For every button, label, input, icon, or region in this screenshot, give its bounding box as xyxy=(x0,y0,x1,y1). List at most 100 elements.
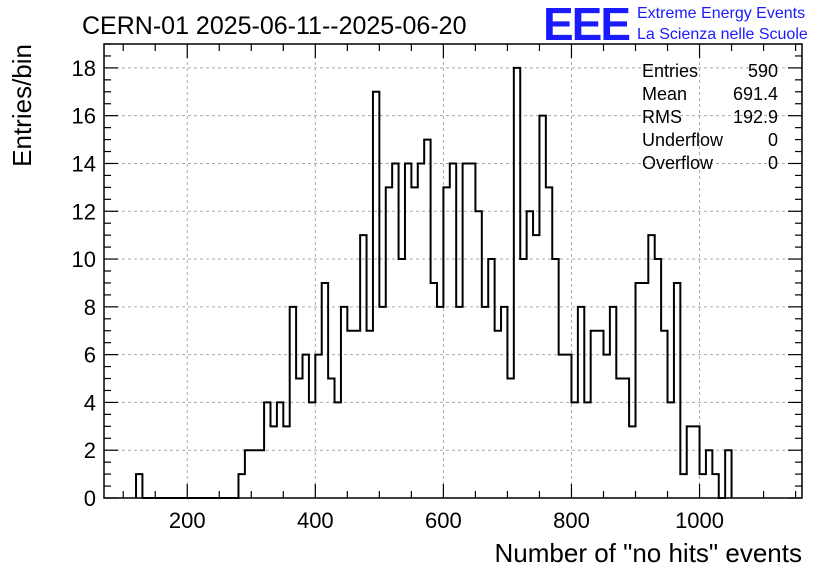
histogram-bin xyxy=(514,68,520,498)
logo-line-1: Extreme Energy Events xyxy=(637,5,805,22)
y-tick-label: 18 xyxy=(72,56,96,81)
histogram-bin xyxy=(354,331,360,498)
histogram-bin xyxy=(469,163,475,498)
histogram-bin xyxy=(636,283,642,498)
histogram-bin xyxy=(552,259,558,498)
histogram-bin xyxy=(296,379,302,498)
histogram-bin xyxy=(277,402,283,498)
histogram-bin xyxy=(597,331,603,498)
histogram-bin xyxy=(520,259,526,498)
histogram-bin xyxy=(309,402,315,498)
stats-value: 0 xyxy=(768,130,778,150)
stats-label: Underflow xyxy=(642,130,724,150)
stats-label: Overflow xyxy=(642,153,714,173)
histogram-bin xyxy=(264,402,270,498)
x-tick-label: 200 xyxy=(169,508,206,533)
eee-logo: EEE Extreme Energy Events La Scienza nel… xyxy=(543,0,808,50)
histogram-bin xyxy=(725,450,731,498)
logo-mark: EEE xyxy=(543,0,629,50)
histogram-bin xyxy=(712,474,718,498)
stats-label: Entries xyxy=(642,61,698,81)
stats-value: 590 xyxy=(748,61,778,81)
histogram-bin xyxy=(642,283,648,498)
histogram-bin xyxy=(629,426,635,498)
histogram-bin xyxy=(488,259,494,498)
chart-title: CERN-01 2025-06-11--2025-06-20 xyxy=(82,12,466,40)
x-tick-label: 800 xyxy=(553,508,590,533)
histogram-bin xyxy=(674,283,680,498)
histogram-bin xyxy=(258,450,264,498)
histogram-bin xyxy=(591,331,597,498)
x-axis-title: Number of "no hits" events xyxy=(495,538,803,568)
histogram-bin xyxy=(482,307,488,498)
x-axis: 200 400 600 800 1000 xyxy=(122,44,797,533)
histogram-bin xyxy=(456,307,462,498)
histogram-bin xyxy=(399,259,405,498)
histogram-bin xyxy=(680,474,686,498)
y-tick-label: 6 xyxy=(84,343,96,368)
histogram-bin xyxy=(367,331,373,498)
histogram-bin xyxy=(251,450,257,498)
stats-label: RMS xyxy=(642,107,682,127)
x-tick-label: 600 xyxy=(425,508,462,533)
histogram-bin xyxy=(616,379,622,498)
stats-value: 0 xyxy=(768,153,778,173)
x-tick-label: 400 xyxy=(297,508,334,533)
histogram-bin xyxy=(475,211,481,498)
histogram-bin xyxy=(411,187,417,498)
histogram-bin xyxy=(136,474,142,498)
logo-line-2: La Scienza nelle Scuole xyxy=(637,26,808,43)
histogram-bin xyxy=(418,163,424,498)
histogram-bin xyxy=(424,140,430,498)
histogram-bin xyxy=(623,379,629,498)
histogram-bin xyxy=(655,259,661,498)
y-axis-title: Entries/bin xyxy=(7,44,37,167)
histogram-bin xyxy=(668,402,674,498)
histogram-bin xyxy=(283,426,289,498)
y-tick-label: 4 xyxy=(84,390,96,415)
histogram-bin xyxy=(527,211,533,498)
histogram-bin xyxy=(533,235,539,498)
histogram-bin xyxy=(507,379,513,498)
histogram-bin xyxy=(386,187,392,498)
histogram-bin xyxy=(238,474,244,498)
histogram-bin xyxy=(578,307,584,498)
y-tick-label: 8 xyxy=(84,295,96,320)
histogram-bin xyxy=(648,235,654,498)
histogram-bin xyxy=(565,355,571,498)
y-axis: 0 2 4 6 8 10 12 14 16 18 xyxy=(72,43,802,511)
histogram-bin xyxy=(341,307,347,498)
histogram-bin xyxy=(706,450,712,498)
histogram-bin xyxy=(661,331,667,498)
x-tick-label: 1000 xyxy=(675,508,724,533)
histogram-bin xyxy=(546,187,552,498)
histogram-bin xyxy=(290,307,296,498)
stats-box: Entries 590 Mean 691.4 RMS 192.9 Underflow 0 Ove… xyxy=(642,61,778,173)
stats-label: Mean xyxy=(642,84,687,104)
histogram-bin xyxy=(584,402,590,498)
histogram-bin xyxy=(360,235,366,498)
stats-value: 192.9 xyxy=(733,107,778,127)
histogram-bin xyxy=(328,379,334,498)
histogram-bin xyxy=(347,331,353,498)
histogram-bin xyxy=(335,402,341,498)
histogram-bin xyxy=(571,402,577,498)
histogram-outline xyxy=(135,66,733,499)
histogram-bin xyxy=(245,450,251,498)
histogram-bin xyxy=(693,426,699,498)
histogram-bin xyxy=(379,307,385,498)
histogram-bin xyxy=(539,116,545,498)
histogram-bin xyxy=(463,163,469,498)
histogram-bin xyxy=(270,426,276,498)
y-tick-label: 2 xyxy=(84,438,96,463)
y-tick-label: 12 xyxy=(72,199,96,224)
histogram-bin xyxy=(405,163,411,498)
histogram-bin xyxy=(373,92,379,498)
histogram-bin xyxy=(603,355,609,498)
histogram-bin xyxy=(392,163,398,498)
histogram-bin xyxy=(315,355,321,498)
histogram-bin xyxy=(610,307,616,498)
histogram-bin xyxy=(437,307,443,498)
histogram-bin xyxy=(443,187,449,498)
